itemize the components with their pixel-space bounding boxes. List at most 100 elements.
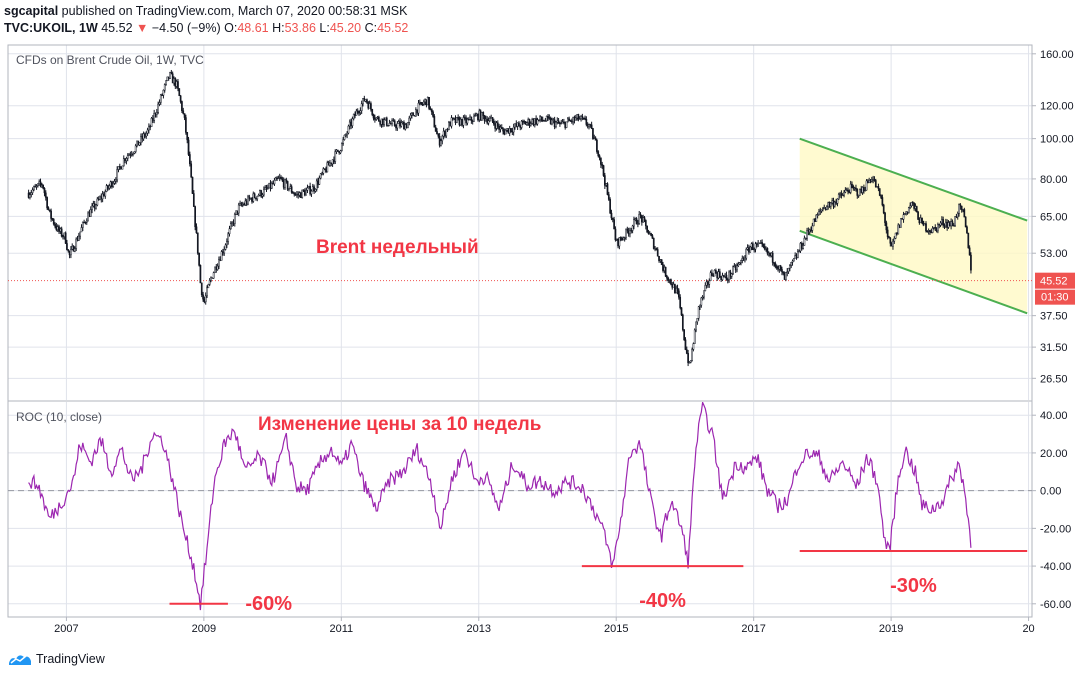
candle-body [326, 162, 329, 173]
candle-body [70, 249, 72, 256]
candle-body [918, 219, 921, 224]
footer-brand[interactable]: TradingView [36, 652, 105, 666]
candle-body [259, 190, 261, 196]
candle-body [500, 127, 503, 129]
candle-body [555, 121, 557, 128]
candle-body [811, 225, 814, 231]
candle-body [233, 213, 236, 224]
candle-body [95, 204, 97, 209]
candle-body [581, 116, 584, 119]
price-tick-label: 160.00 [1040, 49, 1074, 61]
candle-body [27, 192, 30, 198]
candle-body [941, 219, 943, 224]
candle-body [379, 120, 382, 125]
candle-body [561, 121, 564, 124]
candle-body [113, 181, 116, 184]
candle-body [789, 264, 791, 269]
candle-body [498, 125, 500, 130]
roc-pane-title[interactable]: ROC (10, close) [16, 410, 102, 424]
roc-level-label: -40% [639, 590, 686, 612]
symbol-name[interactable]: TVC:UKOIL, 1W [4, 21, 98, 35]
candle-body [700, 297, 703, 306]
candle-body [387, 125, 389, 127]
candle-body [408, 117, 411, 123]
candle-body [593, 137, 596, 140]
candle-body [268, 182, 271, 189]
candle-body [711, 272, 713, 276]
candle-body [938, 224, 941, 226]
candle-body [272, 183, 274, 185]
candle-body [121, 165, 124, 170]
candle-body [322, 168, 325, 174]
candle-body [670, 279, 672, 285]
candle-body [660, 259, 663, 265]
candle-body [900, 218, 902, 228]
candle-body [684, 339, 687, 350]
candle-body [132, 153, 134, 155]
candle-body [688, 362, 691, 364]
candle-body [877, 186, 880, 189]
candle-body [699, 304, 701, 307]
open-label: O: [224, 21, 238, 35]
high-label: H: [272, 21, 285, 35]
candle-body [126, 155, 129, 159]
candle-body [381, 118, 384, 125]
candle-body [528, 119, 531, 126]
time-tick-label: 2019 [879, 623, 903, 635]
candle-body [503, 130, 506, 135]
close-label: C: [364, 21, 378, 35]
roc-axis[interactable]: 40.00 20.00 0.00 -20.00 -40.00 -60.00 [1032, 410, 1071, 611]
candle-body [691, 349, 693, 362]
candle-body [48, 209, 51, 212]
candle-body [104, 191, 107, 197]
candle-body [549, 118, 552, 125]
candle-body [779, 265, 782, 270]
candle-body [483, 115, 486, 122]
candle-body [792, 257, 795, 262]
candle-body [463, 117, 466, 119]
candle-body [340, 143, 343, 151]
candle-body [446, 129, 449, 131]
candle-body [107, 185, 109, 189]
candle-body [51, 218, 54, 220]
candle-body [52, 219, 55, 225]
candle-body [130, 153, 133, 156]
candle-body [736, 265, 738, 271]
candle-body [705, 281, 708, 286]
roc-level-label: -60% [245, 593, 292, 615]
candle-body [512, 126, 515, 133]
candle-body [888, 236, 890, 239]
candle-body [199, 265, 202, 284]
candle-body [833, 201, 836, 207]
candle-body [114, 179, 117, 182]
candle-body [157, 103, 159, 113]
candle-body [432, 111, 434, 117]
candle-body [395, 125, 397, 129]
descending-channel[interactable] [799, 137, 1028, 315]
candle-body [745, 248, 748, 259]
candle-body [227, 233, 230, 242]
candle-body [112, 183, 115, 187]
candle-body [611, 217, 614, 220]
candle-body [865, 180, 868, 191]
candle-body [574, 117, 577, 121]
author-name[interactable]: sgcapital [4, 4, 59, 18]
candle-body [67, 249, 70, 252]
candle-body [141, 135, 144, 140]
roc-levels[interactable]: -60% -40% -30% [169, 549, 1028, 615]
candle-body [174, 78, 177, 87]
candle-body [467, 119, 470, 121]
candle-body [968, 247, 971, 256]
candle-body [911, 202, 914, 204]
candle-body [438, 136, 441, 146]
candle-body [958, 204, 960, 214]
candle-body [630, 230, 633, 232]
candle-body [870, 179, 873, 182]
candle-body [678, 290, 680, 298]
price-pane-title[interactable]: CFDs on Brent Crude Oil, 1W, TVC [16, 53, 204, 67]
price-axis[interactable]: 160.00 120.00 100.00 80.00 65.00 53.00 37.50 31… [1032, 49, 1074, 386]
time-axis[interactable]: 2007 2009 2011 2013 2015 2017 2019 20 [54, 617, 1035, 635]
candle-body [479, 110, 482, 121]
candle-body [167, 76, 170, 79]
